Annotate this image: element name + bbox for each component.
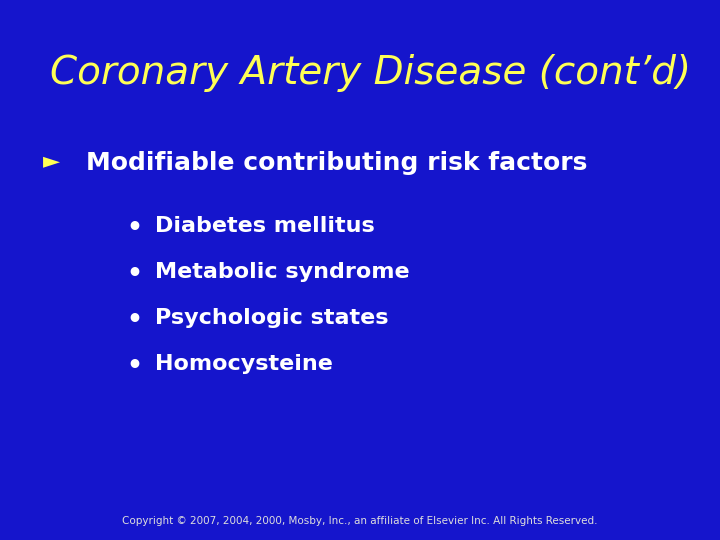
Text: Homocysteine: Homocysteine <box>155 354 333 374</box>
Text: •: • <box>126 262 142 286</box>
Text: Metabolic syndrome: Metabolic syndrome <box>155 262 410 282</box>
Text: •: • <box>126 308 142 332</box>
Text: •: • <box>126 354 142 377</box>
Text: Psychologic states: Psychologic states <box>155 308 388 328</box>
Text: Modifiable contributing risk factors: Modifiable contributing risk factors <box>86 151 588 175</box>
Text: Copyright © 2007, 2004, 2000, Mosby, Inc., an affiliate of Elsevier Inc. All Rig: Copyright © 2007, 2004, 2000, Mosby, Inc… <box>122 516 598 526</box>
Text: •: • <box>126 216 142 240</box>
Text: Diabetes mellitus: Diabetes mellitus <box>155 216 374 236</box>
Text: Coronary Artery Disease (cont’d): Coronary Artery Disease (cont’d) <box>50 54 691 92</box>
Text: ►: ► <box>43 151 60 171</box>
